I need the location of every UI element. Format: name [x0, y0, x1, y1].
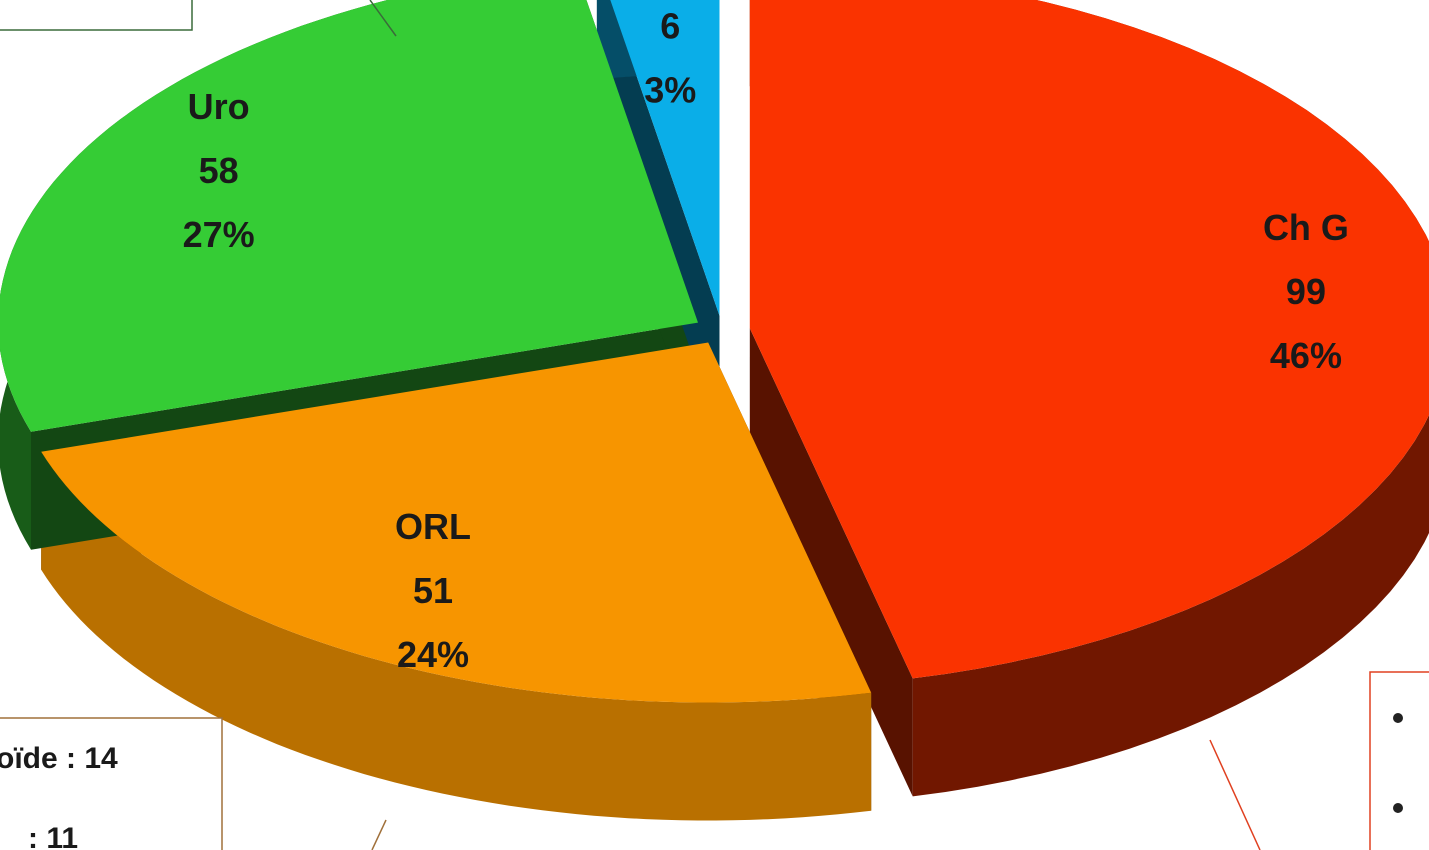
slice-percent: 24% [397, 634, 469, 675]
slice-value: 6 [660, 5, 680, 46]
callout-box [0, 0, 193, 31]
slice-value: 58 [199, 150, 239, 191]
slice-value: 99 [1286, 271, 1326, 312]
bullet [1393, 713, 1403, 723]
leader-line [1209, 739, 1261, 850]
callout-box [0, 717, 223, 850]
slice-side [749, 328, 913, 797]
annotation: : 11 [28, 822, 78, 850]
leader-line [371, 819, 387, 850]
leader-line [369, 0, 397, 37]
pie-tops [0, 0, 1429, 703]
slice-label: Uro [188, 86, 250, 127]
slice-side [41, 451, 872, 821]
pie-slice [41, 342, 872, 703]
slice-label: ORL [395, 506, 471, 547]
slice-percent: 3% [644, 69, 696, 110]
slice-value: 51 [413, 570, 453, 611]
slice-percent: 27% [183, 214, 255, 255]
bullet [1393, 803, 1403, 813]
pie-slice [610, 0, 720, 316]
slice-percent: 46% [1270, 335, 1342, 376]
annotation: oïde : 14 [0, 742, 118, 775]
slice-label: Ch G [1263, 207, 1349, 248]
callout-box [1369, 671, 1429, 850]
pie-slice [0, 0, 698, 432]
pie-slice [749, 0, 1429, 679]
